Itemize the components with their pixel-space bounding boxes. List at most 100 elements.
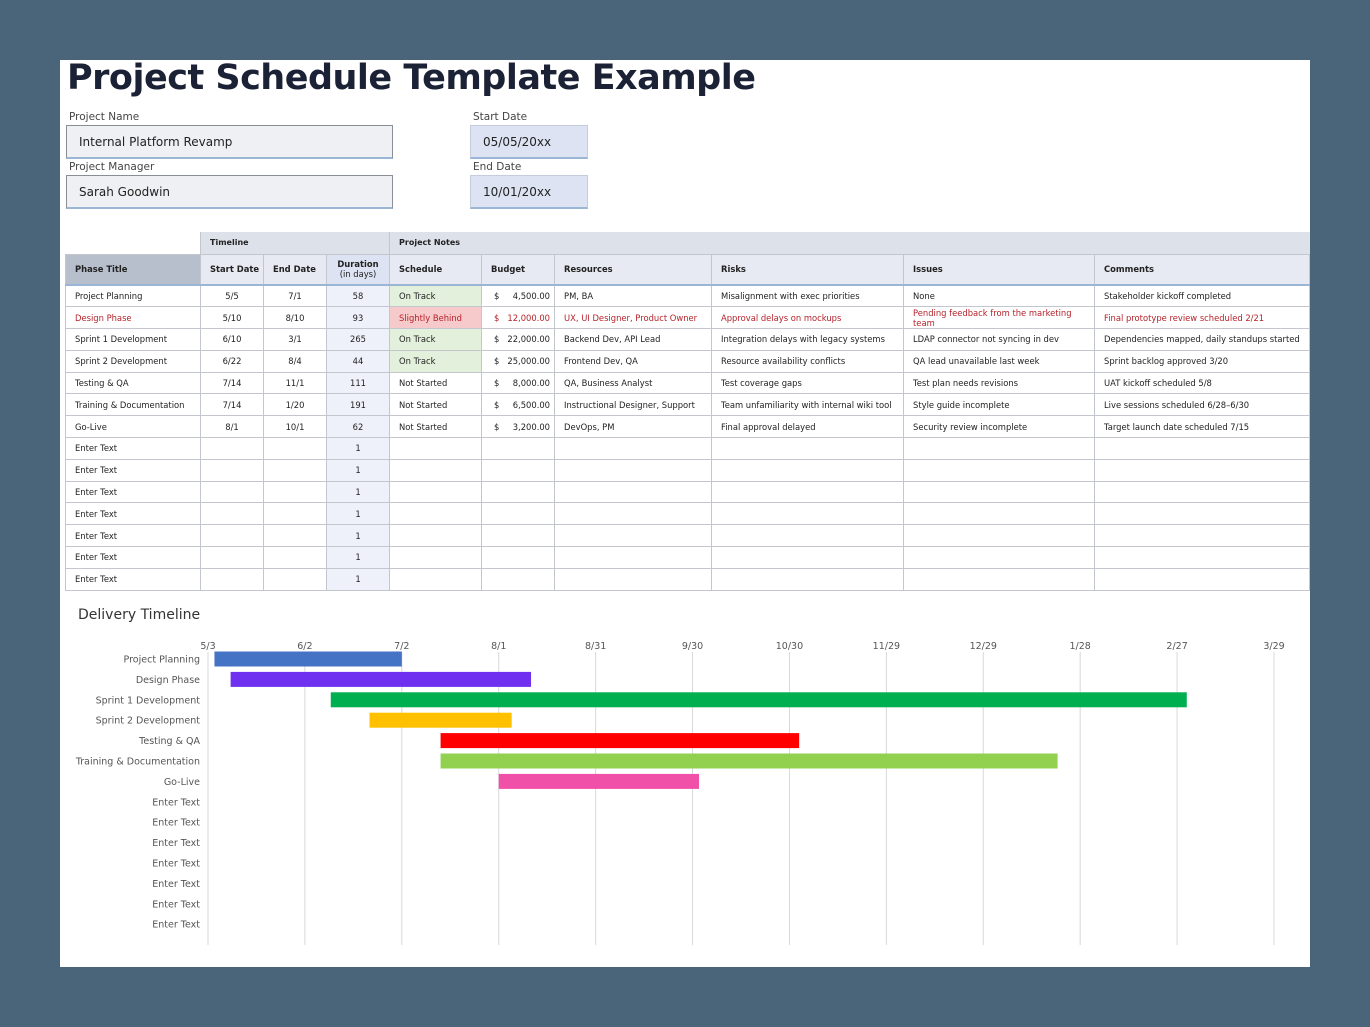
cell-end-date[interactable] — [263, 546, 327, 569]
cell-risks[interactable]: Final approval delayed — [711, 415, 905, 439]
cell-budget[interactable]: $6,500.00 — [481, 393, 556, 417]
cell-issues[interactable]: Security review incomplete — [903, 415, 1096, 439]
cell-resources[interactable]: QA, Business Analyst — [554, 371, 713, 395]
cell-budget[interactable] — [481, 480, 556, 504]
cell-resources[interactable]: Backend Dev, API Lead — [554, 328, 713, 351]
cell-comments[interactable]: Final prototype review scheduled 2/21 — [1094, 306, 1311, 330]
cell-phase-title[interactable]: Sprint 2 Development — [65, 349, 201, 373]
cell-end-date[interactable] — [263, 502, 327, 526]
cell-comments[interactable]: Live sessions scheduled 6/28–6/30 — [1094, 393, 1311, 417]
cell-issues[interactable]: None — [903, 284, 1096, 308]
cell-risks[interactable]: Team unfamiliarity with internal wiki to… — [711, 393, 905, 417]
cell-end-date[interactable] — [263, 458, 327, 482]
cell-issues[interactable] — [903, 524, 1096, 548]
cell-start-date[interactable] — [200, 567, 264, 591]
cell-issues[interactable] — [903, 480, 1096, 504]
cell-risks[interactable] — [711, 458, 905, 482]
cell-budget[interactable] — [481, 567, 556, 591]
project-manager-field[interactable]: Sarah Goodwin — [66, 175, 393, 209]
cell-issues[interactable]: QA lead unavailable last week — [903, 349, 1096, 373]
cell-start-date[interactable]: 5/10 — [200, 306, 264, 330]
cell-end-date[interactable]: 8/10 — [263, 306, 327, 330]
cell-risks[interactable]: Resource availability conflicts — [711, 349, 905, 373]
cell-risks[interactable] — [711, 502, 905, 526]
cell-comments[interactable] — [1094, 567, 1311, 591]
cell-schedule[interactable]: On Track — [389, 349, 483, 373]
cell-schedule[interactable] — [389, 524, 483, 548]
cell-duration[interactable]: 1 — [325, 567, 391, 591]
cell-resources[interactable] — [554, 480, 713, 504]
cell-resources[interactable]: DevOps, PM — [554, 415, 713, 439]
cell-duration[interactable]: 191 — [325, 393, 391, 417]
cell-duration[interactable]: 1 — [325, 480, 391, 504]
cell-budget[interactable] — [481, 524, 556, 548]
cell-resources[interactable] — [554, 567, 713, 591]
cell-end-date[interactable]: 3/1 — [263, 328, 327, 351]
cell-resources[interactable] — [554, 437, 713, 460]
cell-comments[interactable]: UAT kickoff scheduled 5/8 — [1094, 371, 1311, 395]
cell-budget[interactable]: $4,500.00 — [481, 284, 556, 308]
cell-duration[interactable]: 111 — [325, 371, 391, 395]
cell-schedule[interactable]: Not Started — [389, 415, 483, 439]
cell-duration[interactable]: 1 — [325, 437, 391, 460]
cell-budget[interactable] — [481, 546, 556, 569]
cell-schedule[interactable] — [389, 502, 483, 526]
cell-issues[interactable] — [903, 546, 1096, 569]
cell-comments[interactable]: Sprint backlog approved 3/20 — [1094, 349, 1311, 373]
cell-phase-title[interactable]: Design Phase — [65, 306, 201, 330]
cell-budget[interactable] — [481, 437, 556, 460]
cell-issues[interactable]: Test plan needs revisions — [903, 371, 1096, 395]
cell-comments[interactable]: Dependencies mapped, daily standups star… — [1094, 328, 1311, 351]
cell-budget[interactable]: $8,000.00 — [481, 371, 556, 395]
cell-risks[interactable] — [711, 546, 905, 569]
cell-end-date[interactable] — [263, 524, 327, 548]
cell-start-date[interactable] — [200, 546, 264, 569]
cell-phase-title[interactable]: Enter Text — [65, 567, 201, 591]
cell-resources[interactable] — [554, 546, 713, 569]
cell-budget[interactable]: $12,000.00 — [481, 306, 556, 330]
cell-phase-title[interactable]: Enter Text — [65, 458, 201, 482]
cell-resources[interactable] — [554, 524, 713, 548]
cell-budget[interactable]: $22,000.00 — [481, 328, 556, 351]
cell-risks[interactable] — [711, 437, 905, 460]
cell-risks[interactable]: Test coverage gaps — [711, 371, 905, 395]
cell-end-date[interactable] — [263, 480, 327, 504]
cell-duration[interactable]: 93 — [325, 306, 391, 330]
cell-end-date[interactable] — [263, 437, 327, 460]
cell-schedule[interactable]: Not Started — [389, 371, 483, 395]
cell-end-date[interactable]: 8/4 — [263, 349, 327, 373]
cell-start-date[interactable]: 7/14 — [200, 393, 264, 417]
cell-phase-title[interactable]: Go-Live — [65, 415, 201, 439]
cell-comments[interactable] — [1094, 480, 1311, 504]
cell-end-date[interactable]: 10/1 — [263, 415, 327, 439]
cell-phase-title[interactable]: Training & Documentation — [65, 393, 201, 417]
cell-comments[interactable]: Target launch date scheduled 7/15 — [1094, 415, 1311, 439]
cell-duration[interactable]: 44 — [325, 349, 391, 373]
cell-resources[interactable]: PM, BA — [554, 284, 713, 308]
cell-issues[interactable] — [903, 437, 1096, 460]
cell-comments[interactable]: Stakeholder kickoff completed — [1094, 284, 1311, 308]
cell-duration[interactable]: 58 — [325, 284, 391, 308]
cell-budget[interactable]: $3,200.00 — [481, 415, 556, 439]
cell-schedule[interactable] — [389, 437, 483, 460]
cell-resources[interactable]: Instructional Designer, Support — [554, 393, 713, 417]
cell-end-date[interactable]: 11/1 — [263, 371, 327, 395]
cell-resources[interactable] — [554, 458, 713, 482]
cell-risks[interactable] — [711, 567, 905, 591]
cell-comments[interactable] — [1094, 502, 1311, 526]
cell-start-date[interactable]: 7/14 — [200, 371, 264, 395]
cell-schedule[interactable]: On Track — [389, 284, 483, 308]
cell-schedule[interactable] — [389, 458, 483, 482]
cell-issues[interactable] — [903, 502, 1096, 526]
cell-start-date[interactable] — [200, 524, 264, 548]
cell-phase-title[interactable]: Enter Text — [65, 524, 201, 548]
cell-risks[interactable]: Misalignment with exec priorities — [711, 284, 905, 308]
cell-risks[interactable]: Integration delays with legacy systems — [711, 328, 905, 351]
cell-phase-title[interactable]: Project Planning — [65, 284, 201, 308]
cell-duration[interactable]: 1 — [325, 546, 391, 569]
cell-schedule[interactable]: Not Started — [389, 393, 483, 417]
cell-duration[interactable]: 1 — [325, 524, 391, 548]
cell-schedule[interactable]: On Track — [389, 328, 483, 351]
cell-start-date[interactable]: 6/22 — [200, 349, 264, 373]
cell-risks[interactable] — [711, 524, 905, 548]
